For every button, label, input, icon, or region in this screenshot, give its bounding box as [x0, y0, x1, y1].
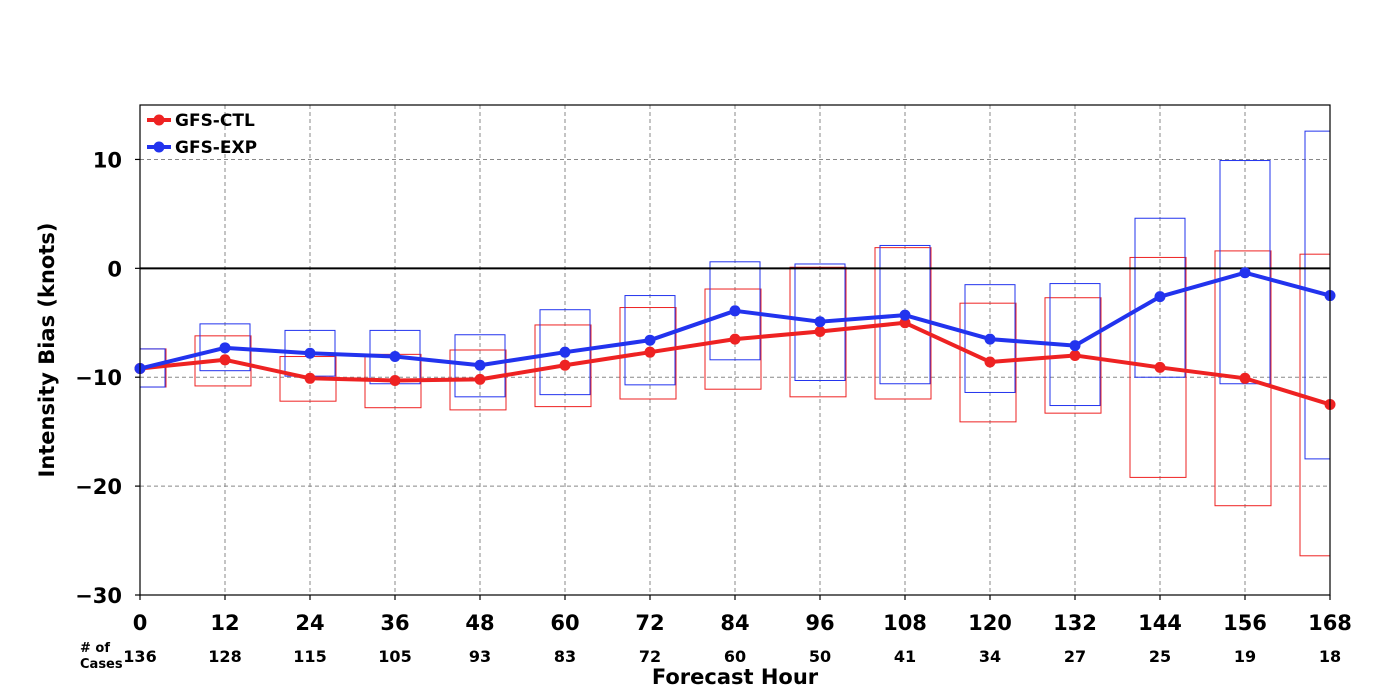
point-gfs-ctl-72 [644, 346, 656, 358]
case-count-156: 19 [1234, 647, 1256, 666]
x-tick-label-48: 48 [465, 611, 494, 635]
legend-marker-gfs-exp [153, 141, 165, 153]
point-gfs-ctl-84 [729, 333, 741, 345]
case-count-96: 50 [809, 647, 831, 666]
x-tick-label-84: 84 [720, 611, 749, 635]
series-lines [134, 267, 1336, 410]
y-tick-label--10: −10 [75, 366, 122, 390]
case-count-0: 136 [123, 647, 156, 666]
point-gfs-exp-120 [984, 333, 996, 345]
x-tick-label-36: 36 [380, 611, 409, 635]
point-gfs-ctl-24 [304, 372, 316, 384]
x-tick-label-144: 144 [1138, 611, 1182, 635]
point-gfs-ctl-12 [219, 354, 231, 366]
point-gfs-ctl-144 [1154, 361, 1166, 373]
ci-box-gfs-exp-84 [709, 261, 761, 361]
cases-label-line1: # of [80, 641, 110, 656]
ci-box-gfs-ctl-156 [1214, 250, 1272, 507]
ci-box-gfs-ctl-84 [704, 288, 762, 390]
point-gfs-exp-36 [389, 351, 401, 363]
ci-box-gfs-exp-60 [539, 309, 591, 396]
ci-box-gfs-exp-108 [879, 244, 931, 385]
case-count-12: 128 [208, 647, 241, 666]
case-count-36: 105 [378, 647, 411, 666]
point-gfs-ctl-60 [559, 359, 571, 371]
point-gfs-ctl-120 [984, 356, 996, 368]
y-axis-label: Intensity Bias (knots) [35, 223, 59, 478]
ci-box-gfs-exp-72 [624, 295, 676, 386]
point-gfs-ctl-96 [814, 325, 826, 337]
cases-label-line2: Cases [80, 657, 123, 672]
x-tick-label-168: 168 [1308, 611, 1352, 635]
case-count-132: 27 [1064, 647, 1086, 666]
ci-box-gfs-ctl-60 [534, 324, 592, 408]
ci-box-gfs-exp-12 [199, 323, 251, 372]
point-gfs-ctl-108 [899, 317, 911, 329]
point-gfs-exp-156 [1239, 267, 1251, 279]
x-axis-ticks: 0 12 24 36 48 60 72 84 96 108 120 132 144 156 168 [133, 595, 1352, 635]
case-count-72: 72 [639, 647, 661, 666]
case-count-168: 18 [1319, 647, 1341, 666]
x-tick-label-96: 96 [805, 611, 834, 635]
point-gfs-exp-84 [729, 305, 741, 317]
y-tick-label--20: −20 [75, 475, 122, 499]
legend-label-gfs-ctl: GFS-CTL [175, 111, 255, 131]
point-gfs-exp-96 [814, 316, 826, 328]
x-axis-label: Forecast Hour [652, 665, 819, 689]
case-count-48: 93 [469, 647, 491, 666]
point-gfs-exp-12 [219, 342, 231, 354]
x-tick-label-108: 108 [883, 611, 927, 635]
point-gfs-exp-72 [644, 334, 656, 346]
y-tick-label-0: 0 [107, 257, 122, 281]
case-count-60: 83 [554, 647, 576, 666]
case-count-144: 25 [1149, 647, 1171, 666]
ci-box-gfs-exp-144 [1134, 217, 1186, 378]
x-tick-label-24: 24 [295, 611, 324, 635]
x-tick-label-132: 132 [1053, 611, 1097, 635]
point-gfs-ctl-156 [1239, 372, 1251, 384]
case-count-24: 115 [293, 647, 326, 666]
legend: GFS-CTL GFS-EXP [147, 111, 257, 158]
ci-box-gfs-exp-96 [794, 263, 846, 381]
ci-box-gfs-ctl-132 [1044, 297, 1102, 414]
ci-box-gfs-ctl-72 [619, 307, 677, 400]
case-counts: 136 128 115 105 93 83 72 60 50 41 34 27 25 19 18 [123, 647, 1341, 666]
point-gfs-exp-48 [474, 359, 486, 371]
x-tick-label-120: 120 [968, 611, 1012, 635]
point-gfs-exp-24 [304, 347, 316, 359]
y-tick-label-10: 10 [93, 148, 122, 172]
point-gfs-exp-60 [559, 346, 571, 358]
ci-box-gfs-ctl-96 [789, 266, 847, 398]
point-gfs-exp-108 [899, 309, 911, 321]
point-gfs-exp-144 [1154, 291, 1166, 303]
ci-box-gfs-ctl-120 [959, 302, 1017, 423]
ci-box-gfs-exp-120 [964, 284, 1016, 393]
x-tick-label-60: 60 [550, 611, 579, 635]
case-count-84: 60 [724, 647, 746, 666]
ci-box-gfs-ctl-144 [1129, 256, 1187, 478]
point-gfs-ctl-132 [1069, 349, 1081, 361]
case-count-120: 34 [979, 647, 1001, 666]
point-gfs-ctl-48 [474, 373, 486, 385]
y-axis-ticks: −30 −20 −10 0 10 [75, 148, 140, 608]
y-tick-label--30: −30 [75, 584, 122, 608]
ci-box-gfs-exp-48 [454, 334, 506, 398]
x-tick-label-0: 0 [133, 611, 148, 635]
point-gfs-ctl-36 [389, 374, 401, 386]
legend-marker-gfs-ctl [153, 114, 165, 126]
case-count-108: 41 [894, 647, 916, 666]
legend-label-gfs-exp: GFS-EXP [175, 138, 257, 158]
x-tick-label-72: 72 [635, 611, 664, 635]
x-tick-label-12: 12 [210, 611, 239, 635]
x-tick-label-156: 156 [1223, 611, 1267, 635]
point-gfs-exp-132 [1069, 340, 1081, 352]
